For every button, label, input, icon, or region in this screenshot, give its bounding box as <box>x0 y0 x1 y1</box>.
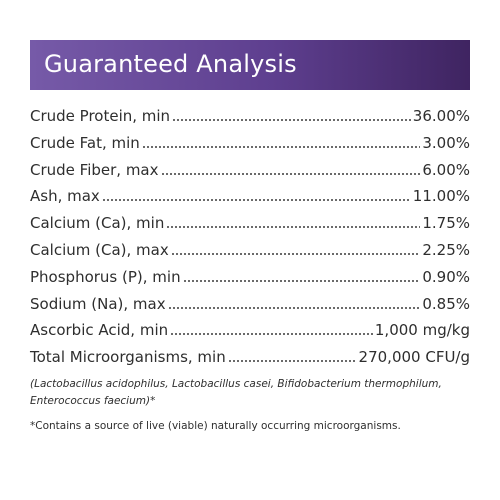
nutrient-name: Calcium (Ca), min <box>30 214 165 233</box>
dot-leader <box>172 119 411 121</box>
nutrient-value: 36.00% <box>412 107 470 125</box>
analysis-row: Calcium (Ca), max 2.25% <box>30 241 470 268</box>
analysis-row: Calcium (Ca), min 1.75% <box>30 214 470 241</box>
nutrient-name: Crude Fiber, max <box>30 160 159 179</box>
dot-leader <box>141 145 421 148</box>
nutrient-name: Crude Fat, min <box>30 133 140 152</box>
nutrient-value: 3.00% <box>422 133 470 152</box>
analysis-row: Crude Fat, min 3.00% <box>30 134 470 161</box>
dot-leader <box>227 360 357 363</box>
organism-list: (Lactobacillus acidophilus, Lactobacillu… <box>30 378 442 407</box>
dot-leader <box>166 226 421 229</box>
analysis-row: Phosphorus (P), min 0.90% <box>30 268 470 295</box>
nutrient-name: Ash, max <box>30 187 100 206</box>
nutrient-value: 6.00% <box>422 160 470 179</box>
nutrient-value: 2.25% <box>422 240 470 259</box>
analysis-row: Total Microorganisms, min 270,000 CFU/g <box>30 348 470 375</box>
nutrient-name: Sodium (Na), max <box>30 294 166 313</box>
nutrient-value: 11.00% <box>412 187 470 206</box>
title-banner: Guaranteed Analysis <box>30 40 470 90</box>
analysis-row: Ascorbic Acid, min 1,000 mg/kg <box>30 321 470 348</box>
nutrient-value: 1.75% <box>422 214 470 233</box>
dot-leader <box>160 172 421 175</box>
dot-leader <box>182 279 421 282</box>
nutrient-name: Ascorbic Acid, min <box>30 321 169 340</box>
analysis-row: Crude Protein, min 36.00% <box>30 107 470 134</box>
nutrient-name: Calcium (Ca), max <box>30 240 169 259</box>
dot-leader <box>170 333 373 336</box>
analysis-row: Ash, max 11.00% <box>30 187 470 214</box>
dot-leader <box>167 306 421 309</box>
dot-leader <box>101 199 411 202</box>
footnote: *Contains a source of live (viable) natu… <box>30 420 401 432</box>
analysis-table: Crude Protein, min 36.00% Crude Fat, min 3.… <box>30 107 470 375</box>
nutrient-name: Total Microorganisms, min <box>30 348 226 367</box>
nutrient-name: Phosphorus (P), min <box>30 267 181 286</box>
dot-leader <box>170 252 421 255</box>
nutrient-value: 0.85% <box>422 294 470 313</box>
nutrient-value: 1,000 mg/kg <box>374 321 470 340</box>
nutrient-name: Crude Protein, min <box>30 107 171 125</box>
nutrient-value: 0.90% <box>422 267 470 286</box>
nutrient-value: 270,000 CFU/g <box>358 348 470 367</box>
analysis-row: Sodium (Na), max 0.85% <box>30 295 470 322</box>
analysis-row: Crude Fiber, max 6.00% <box>30 161 470 188</box>
title: Guaranteed Analysis <box>44 50 297 78</box>
